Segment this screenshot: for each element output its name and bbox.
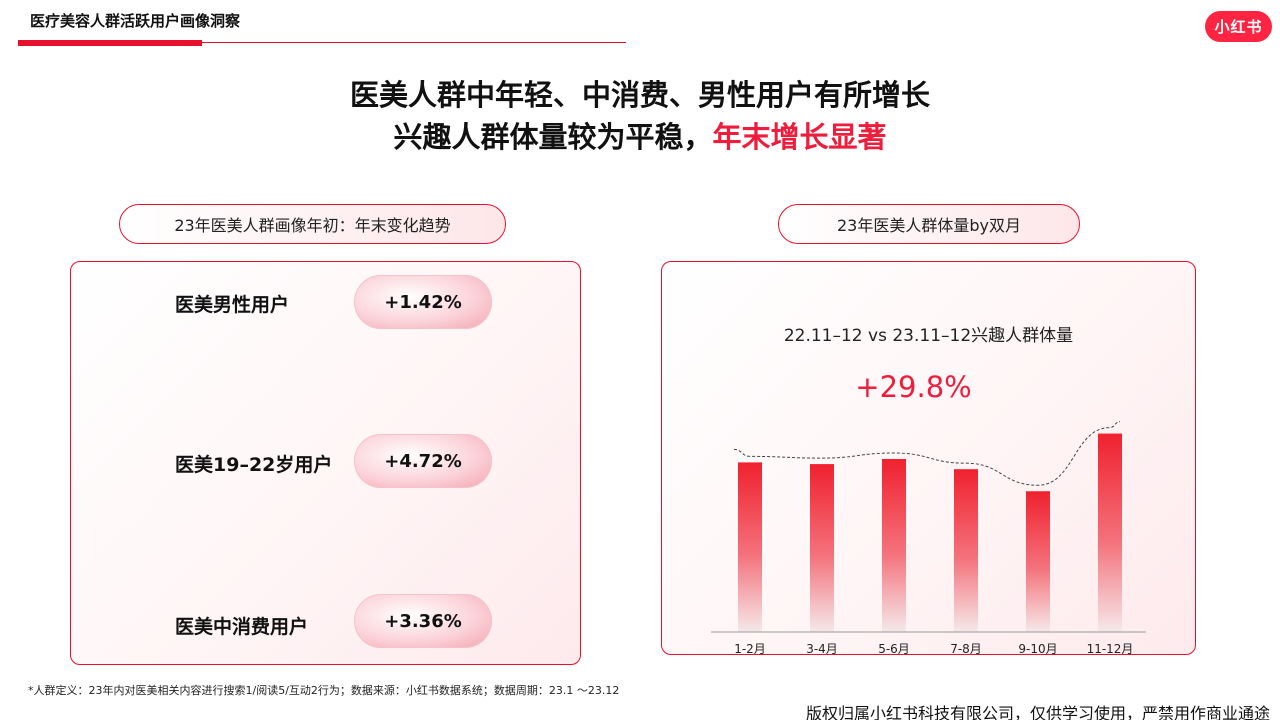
trend-line: [733, 421, 1121, 486]
stat-badge-male-users: +1.42%: [354, 275, 492, 329]
chart-subtitle: 22.11–12 vs 23.11–12兴趣人群体量: [783, 326, 1074, 346]
header-divider: [18, 42, 626, 43]
headline-line-1: 医美人群中年轻、中消费、男性用户有所增长: [349, 78, 930, 112]
bimonthly-volume-bar-chart: 1-2月 3-4月 5-6月 7-8月 9-10月 11-12月: [711, 421, 1146, 656]
stat-badge-age-19-22-users: +4.72%: [354, 434, 492, 488]
bar-5: [1026, 491, 1050, 632]
stat-label-age-19-22-users: 医美19–22岁用户: [175, 454, 333, 476]
x-tick-label-1: 1-2月: [734, 642, 766, 656]
xiaohongshu-logo: 小红书: [1205, 11, 1272, 42]
stat-label-mid-consumption-users: 医美中消费用户: [175, 616, 309, 638]
bar-3: [882, 459, 906, 632]
bar-4: [954, 469, 978, 632]
x-tick-label-6: 11-12月: [1087, 642, 1134, 656]
stat-label-male-users: 医美男性用户: [175, 294, 290, 316]
left-section-title: 23年医美人群画像年初：年末变化趋势: [119, 204, 506, 244]
bar-6: [1098, 433, 1122, 632]
footnote: *人群定义：23年内对医美相关内容进行搜索1/阅读5/互动2行为；数据来源：小红…: [28, 684, 620, 697]
bar-1: [738, 462, 762, 632]
profile-change-panel: [70, 261, 581, 665]
x-tick-label-3: 5-6月: [878, 642, 910, 656]
headline-line-2: 兴趣人群体量较为平稳，年末增长显著: [0, 114, 1280, 156]
x-tick-label-5: 9-10月: [1018, 642, 1057, 656]
headline-line-2-highlight: 年末增长显著: [712, 120, 887, 154]
copyright-notice: 版权归属小红书科技有限公司，仅供学习使用，严禁用作商业通途: [805, 704, 1270, 720]
x-tick-label-2: 3-4月: [806, 642, 838, 656]
x-tick-label-4: 7-8月: [950, 642, 982, 656]
stat-badge-mid-consumption-users: +3.36%: [354, 594, 492, 648]
section-title: 医疗美容人群活跃用户画像洞察: [30, 12, 241, 30]
header-accent-bar: [18, 40, 202, 46]
right-section-title: 23年医美人群体量by双月: [778, 204, 1080, 244]
bar-2: [810, 464, 834, 632]
growth-highlight-value: +29.8%: [855, 370, 972, 404]
headline-line-2-prefix: 兴趣人群体量较为平稳，: [393, 120, 713, 154]
